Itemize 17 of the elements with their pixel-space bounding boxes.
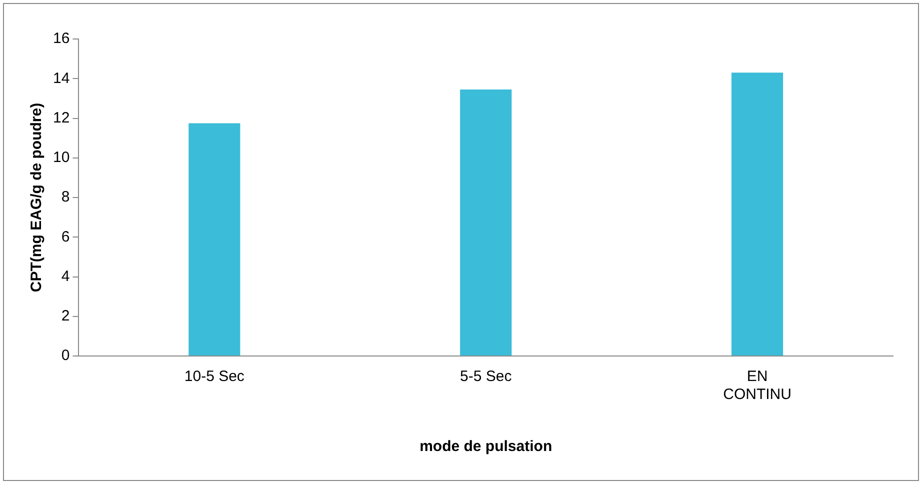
y-tick-label: 4 bbox=[61, 268, 70, 285]
bar bbox=[460, 90, 512, 356]
x-tick-label: 10-5 Sec bbox=[184, 368, 245, 386]
y-tick-label: 8 bbox=[61, 188, 70, 206]
x-tick-label: 5-5 Sec bbox=[460, 368, 512, 386]
y-tick-label: 0 bbox=[61, 347, 70, 364]
y-tick-label: 6 bbox=[61, 228, 70, 246]
y-tick-label: 12 bbox=[52, 109, 70, 126]
bar bbox=[731, 72, 784, 356]
y-tick-label: 16 bbox=[52, 30, 70, 48]
y-tick-label: 2 bbox=[61, 308, 70, 325]
x-tick-label: EN CONTINU bbox=[723, 368, 792, 404]
y-axis-title: CPT(mg EAG/g de poudre) bbox=[28, 102, 46, 292]
x-axis-title: mode de pulsation bbox=[420, 438, 552, 456]
bar bbox=[188, 123, 240, 356]
y-tick-label: 14 bbox=[52, 70, 70, 87]
y-tick-label: 10 bbox=[52, 149, 70, 166]
